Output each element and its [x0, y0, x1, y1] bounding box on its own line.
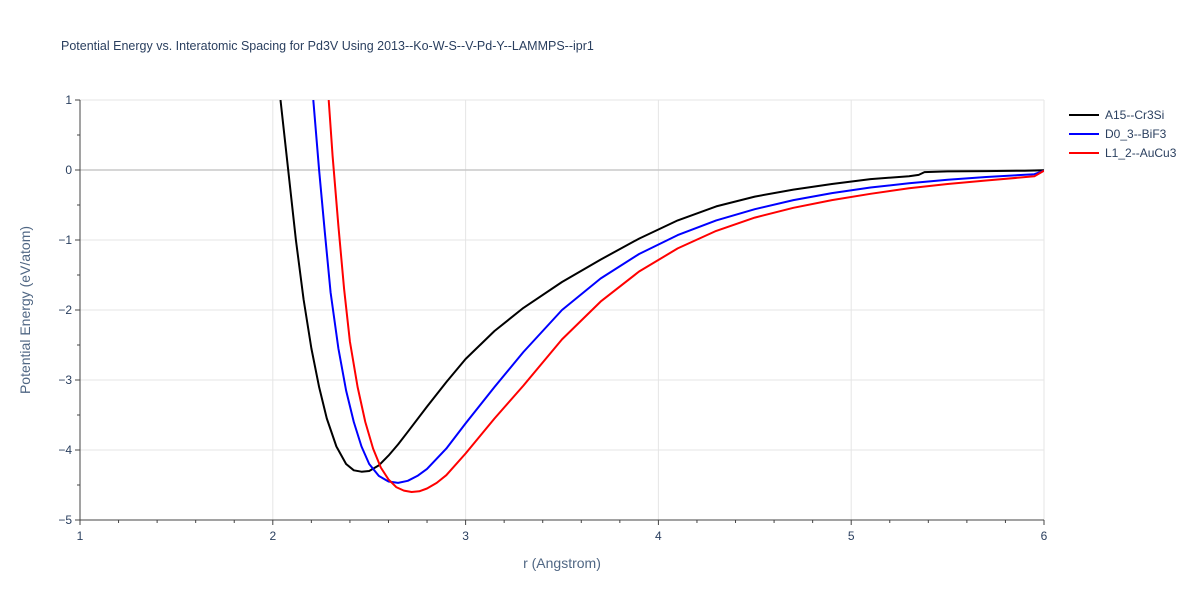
y-tick-label: 1 [65, 93, 72, 107]
tick-labels: 1 2 3 4 5 6 1 0 −1 −2 −3 −4 −5 [58, 93, 1047, 543]
legend-label: L1_2--AuCu3 [1105, 146, 1177, 160]
y-tick-label: −2 [58, 303, 72, 317]
x-tick-label: 1 [77, 529, 84, 543]
legend-label: D0_3--BiF3 [1105, 127, 1167, 141]
y-tick-label: 0 [65, 163, 72, 177]
grid-lines [80, 99, 1045, 520]
y-tick-label: −4 [58, 443, 72, 457]
y-tick-label: −3 [58, 373, 72, 387]
x-tick-label: 3 [462, 529, 469, 543]
x-tick-label: 6 [1041, 529, 1048, 543]
y-tick-label: −1 [58, 233, 72, 247]
plot-area [279, 100, 1044, 493]
series-line [327, 100, 1044, 493]
series-line [279, 100, 1044, 473]
y-axis-title: Potential Energy (eV/atom) [17, 226, 33, 394]
series-line [312, 100, 1044, 484]
chart-title: Potential Energy vs. Interatomic Spacing… [61, 39, 594, 53]
axes [75, 99, 1045, 525]
y-tick-label: −5 [58, 513, 72, 527]
x-tick-label: 2 [269, 529, 276, 543]
x-axis-title: r (Angstrom) [523, 555, 601, 571]
legend: A15--Cr3Si D0_3--BiF3 L1_2--AuCu3 [1069, 108, 1177, 160]
x-tick-label: 4 [655, 529, 662, 543]
x-tick-label: 5 [848, 529, 855, 543]
legend-label: A15--Cr3Si [1105, 108, 1164, 122]
